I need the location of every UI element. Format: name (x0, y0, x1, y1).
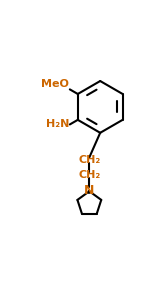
Text: CH₂: CH₂ (78, 155, 101, 165)
Text: CH₂: CH₂ (78, 170, 101, 180)
Text: N: N (84, 184, 95, 197)
Text: H₂N: H₂N (46, 119, 69, 129)
Text: MeO: MeO (41, 79, 69, 89)
